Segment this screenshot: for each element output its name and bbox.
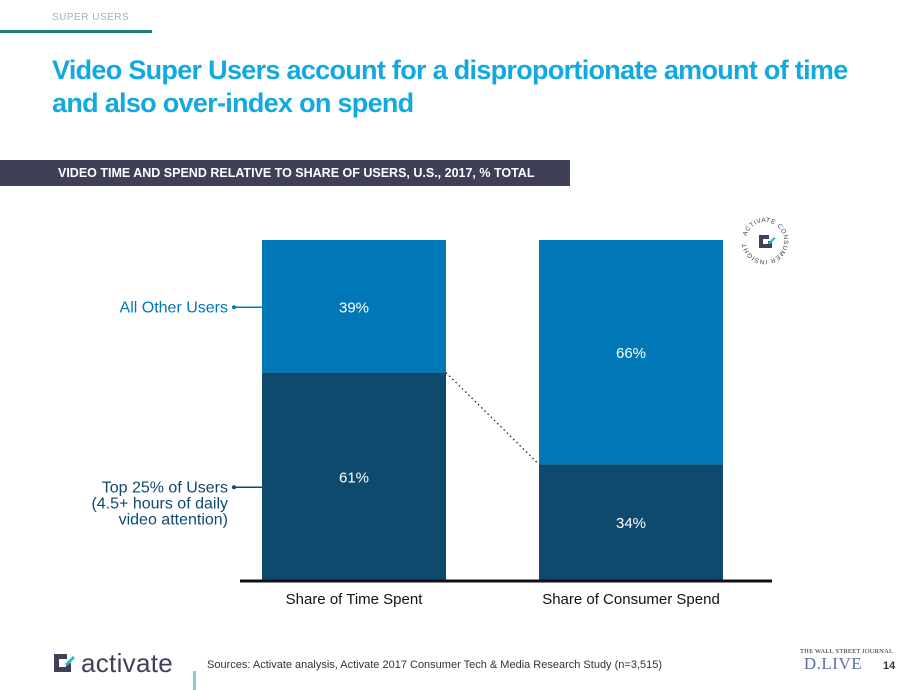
data-label: 61% [339, 469, 369, 486]
wsj-logo-text: THE WALL STREET JOURNAL [800, 648, 894, 655]
sources-note: Sources: Activate analysis, Activate 201… [207, 659, 663, 671]
chart-subtitle-bar: VIDEO TIME AND SPEND RELATIVE TO SHARE O… [0, 160, 570, 186]
footer-accent-rule [193, 671, 196, 690]
x-axis-category-label: Share of Consumer Spend [542, 591, 720, 608]
dlive-logo-text: D.LIVE [803, 654, 863, 673]
bar-time-spent-other-users [262, 240, 446, 373]
legend-top-users-line1: Top 25% of Users [102, 479, 228, 496]
data-label: 39% [339, 299, 369, 316]
data-label: 34% [616, 515, 646, 532]
bar-consumer-spend-other-users [539, 240, 723, 465]
bar-time-spent-top-users [262, 372, 446, 580]
top-accent-rule [0, 30, 152, 33]
dotted-connector-line [445, 372, 540, 465]
section-label: SUPER USERS [52, 12, 130, 23]
stacked-bar-chart: 61% 39% 34% 66% Share of Time Spent Share of… [91, 240, 772, 608]
wsj-dlive-logo: THE WALL STREET JOURNAL D.LIVE [800, 648, 894, 673]
bar-consumer-spend-top-users [539, 464, 723, 580]
data-label: 66% [616, 345, 646, 362]
activate-logo: activate [52, 648, 173, 678]
legend-all-other-users: All Other Users [120, 299, 228, 316]
legend-top-users-line3: video attention) [119, 511, 228, 528]
page-title: Video Super Users account for a dispropo… [52, 55, 848, 118]
activate-logo-text: activate [81, 647, 174, 678]
activate-consumer-insight-badge: ACTIVATE CONSUMER INSIGHT [741, 217, 788, 265]
activate-logo-icon [54, 654, 75, 672]
page-number: 14 [883, 660, 896, 672]
activate-logo-icon [759, 235, 776, 248]
legend-top-users-line2: (4.5+ hours of daily [91, 495, 228, 512]
x-axis-category-label: Share of Time Spent [286, 591, 424, 608]
